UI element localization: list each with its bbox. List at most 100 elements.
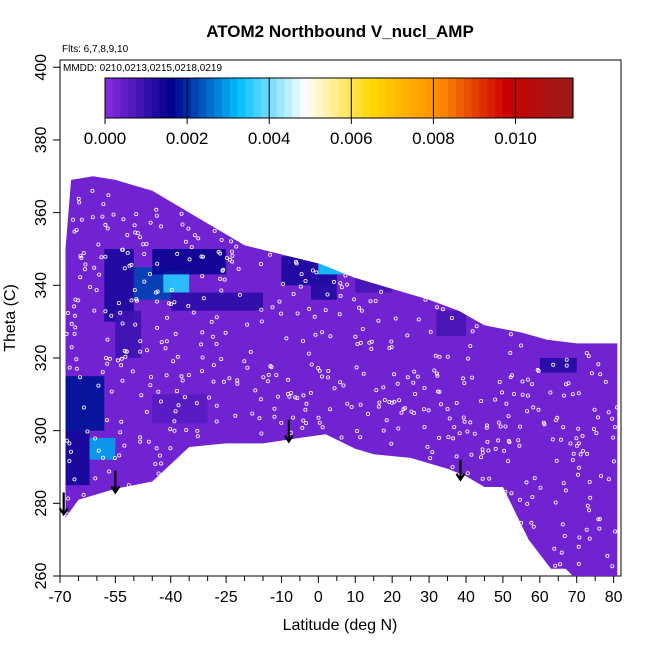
observation-point bbox=[457, 431, 462, 436]
observation-point bbox=[413, 391, 418, 396]
observation-point bbox=[542, 422, 547, 427]
observation-point bbox=[518, 424, 523, 429]
observation-point bbox=[585, 503, 590, 508]
colorbar-segment bbox=[339, 78, 348, 118]
observation-point bbox=[73, 325, 78, 330]
observation-point bbox=[92, 265, 97, 270]
observation-point bbox=[71, 217, 76, 222]
observation-point bbox=[88, 285, 93, 290]
colorbar-segment bbox=[128, 78, 137, 118]
observation-point bbox=[470, 329, 475, 334]
observation-point bbox=[234, 244, 239, 249]
x-tick-label: -70 bbox=[48, 589, 71, 606]
x-tick-label: 70 bbox=[568, 589, 586, 606]
observation-point bbox=[517, 443, 522, 448]
observation-point bbox=[78, 275, 83, 280]
observation-point bbox=[171, 359, 176, 364]
observation-point bbox=[265, 379, 270, 384]
y-tick-label: 260 bbox=[33, 563, 50, 590]
observation-point bbox=[192, 233, 197, 238]
observation-point bbox=[81, 405, 86, 410]
observation-point bbox=[468, 420, 473, 425]
observation-point bbox=[416, 317, 421, 322]
observation-point bbox=[124, 349, 129, 354]
observation-point bbox=[425, 444, 430, 449]
observation-point bbox=[300, 338, 305, 343]
arrow bbox=[110, 470, 121, 495]
observation-point bbox=[144, 409, 149, 414]
colorbar-segment bbox=[112, 78, 122, 118]
observation-point bbox=[237, 292, 242, 297]
observation-point bbox=[132, 223, 137, 228]
observation-point bbox=[576, 426, 581, 431]
observation-point bbox=[504, 401, 509, 406]
observation-point bbox=[274, 373, 279, 378]
observation-point bbox=[120, 378, 125, 383]
observation-point bbox=[411, 380, 416, 385]
observation-point bbox=[103, 222, 108, 227]
observation-point bbox=[454, 400, 459, 405]
observation-point bbox=[323, 308, 328, 313]
observation-point bbox=[127, 263, 132, 268]
x-axis-label: Latitude (deg N) bbox=[283, 617, 398, 634]
observation-point bbox=[479, 398, 484, 403]
colorbar-tick-label: 0.010 bbox=[494, 129, 537, 148]
observation-point bbox=[142, 251, 147, 256]
observation-point bbox=[245, 365, 250, 370]
observation-point bbox=[313, 332, 318, 337]
observation-point bbox=[138, 339, 143, 344]
observation-point bbox=[147, 271, 152, 276]
observation-point bbox=[562, 393, 567, 398]
observation-point bbox=[65, 331, 69, 336]
colorbar-segment bbox=[541, 78, 551, 118]
observation-point bbox=[179, 374, 184, 379]
observation-point bbox=[415, 374, 420, 379]
observation-point bbox=[300, 425, 305, 430]
observation-point bbox=[562, 534, 567, 539]
observation-point bbox=[580, 433, 585, 438]
observation-point bbox=[200, 254, 205, 259]
observation-point bbox=[587, 536, 592, 541]
region-cell bbox=[355, 278, 393, 293]
observation-point bbox=[111, 212, 116, 217]
colorbar-segment bbox=[471, 78, 480, 118]
observation-point bbox=[586, 354, 591, 359]
observation-point bbox=[337, 312, 342, 317]
observation-point bbox=[93, 476, 98, 481]
colorbar-segment bbox=[159, 78, 168, 118]
observation-point bbox=[462, 419, 467, 424]
observation-point bbox=[615, 405, 618, 410]
observation-point bbox=[411, 410, 416, 415]
observation-point bbox=[73, 313, 78, 318]
colorbar-segment bbox=[557, 78, 566, 118]
observation-point bbox=[122, 348, 127, 353]
observation-point bbox=[526, 377, 531, 382]
observation-point bbox=[487, 476, 492, 481]
observation-point bbox=[172, 300, 177, 305]
observation-point bbox=[307, 306, 312, 311]
observation-point bbox=[598, 372, 603, 377]
observation-point bbox=[561, 425, 566, 430]
observation-point bbox=[153, 461, 158, 466]
observation-point bbox=[493, 397, 498, 402]
observation-point bbox=[224, 255, 229, 260]
observation-point bbox=[447, 416, 452, 421]
observation-point bbox=[304, 401, 309, 406]
observation-point bbox=[426, 408, 431, 413]
colorbar-tick-label: 0.000 bbox=[84, 129, 127, 148]
x-tick-label: -10 bbox=[270, 589, 293, 606]
observation-point bbox=[396, 398, 401, 403]
observation-point bbox=[612, 425, 617, 430]
observation-point bbox=[211, 379, 216, 384]
observation-point bbox=[319, 374, 324, 379]
observation-point bbox=[508, 332, 513, 337]
observation-point bbox=[530, 382, 535, 387]
observation-point bbox=[412, 369, 417, 374]
observation-point bbox=[154, 446, 159, 451]
observation-point bbox=[358, 340, 363, 345]
observation-point bbox=[118, 430, 123, 435]
observation-point bbox=[341, 383, 346, 388]
observation-point bbox=[218, 276, 223, 281]
colorbar-segment bbox=[167, 78, 176, 118]
observation-point bbox=[506, 414, 511, 419]
